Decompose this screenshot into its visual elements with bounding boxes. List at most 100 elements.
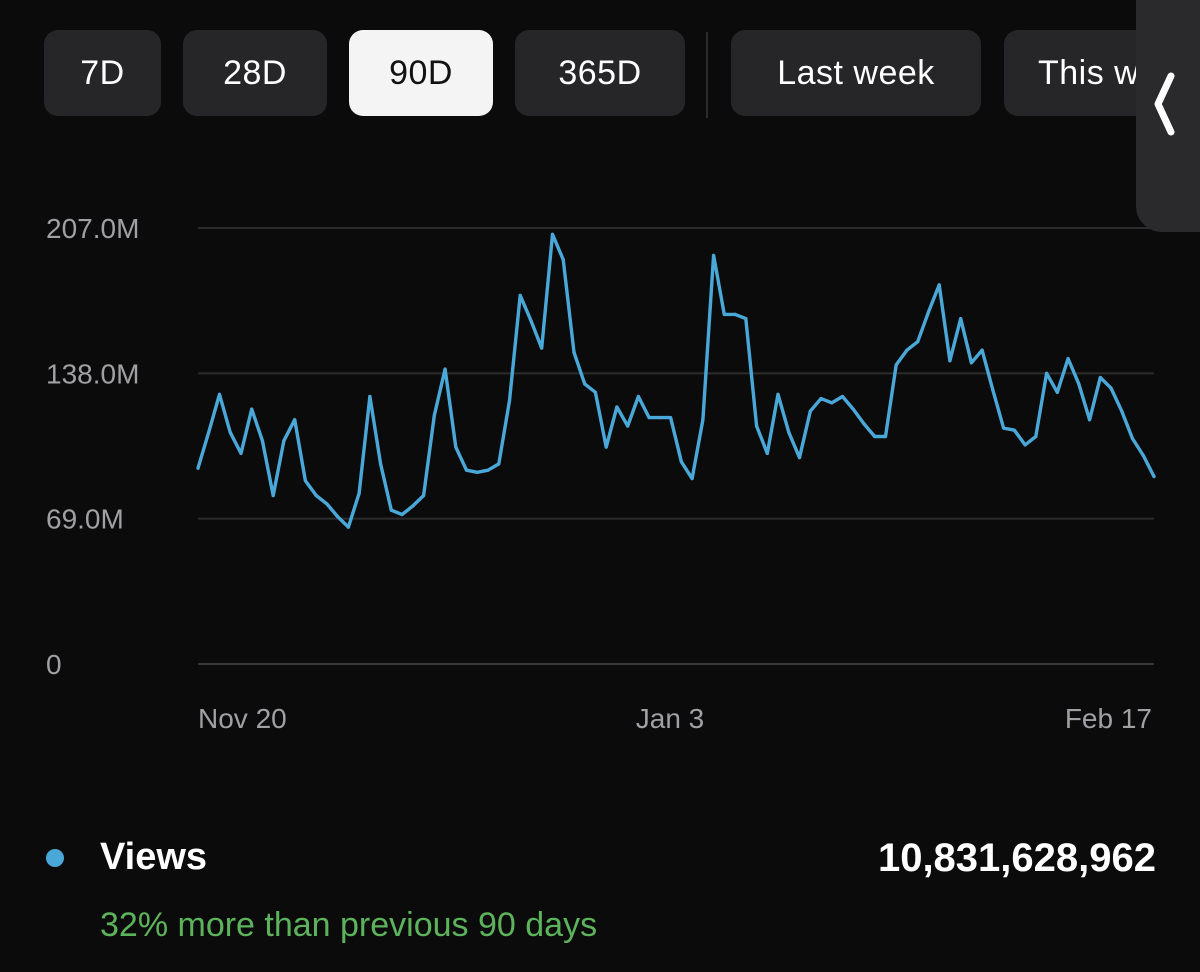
views-data-point (583, 382, 587, 386)
views-data-point (636, 394, 641, 399)
side-panel-handle[interactable] (1136, 0, 1200, 232)
date-range-tabs: 7D 28D 90D 365D Last week This week (0, 28, 1200, 118)
views-data-point (1120, 409, 1124, 413)
views-data-point (1012, 428, 1016, 432)
views-data-point (572, 350, 576, 354)
views-data-point (669, 415, 673, 420)
views-data-point (228, 430, 232, 434)
views-data-point (658, 415, 662, 420)
views-data-point (615, 405, 619, 409)
views-data-point (1044, 371, 1049, 375)
views-data-point (808, 409, 812, 413)
views-data-point (1002, 426, 1006, 430)
views-data-point (475, 470, 479, 474)
views-data-point (604, 445, 608, 449)
views-data-point (851, 407, 855, 411)
views-data-point (959, 316, 963, 321)
views-data-point (314, 493, 318, 498)
views-data-point (540, 346, 544, 350)
views-data-point (432, 413, 436, 418)
views-data-point (1109, 386, 1113, 390)
tab-divider (706, 32, 708, 118)
views-data-point (969, 361, 973, 365)
views-data-point (1152, 474, 1156, 479)
views-data-point (271, 493, 275, 498)
views-data-point (787, 430, 791, 434)
views-data-point (1066, 356, 1070, 361)
views-series-line (196, 232, 1156, 529)
views-data-point (443, 367, 447, 371)
tab-last-week[interactable]: Last week (731, 30, 981, 116)
views-data-point (862, 422, 866, 426)
views-data-point (679, 460, 683, 464)
views-data-point (905, 348, 909, 352)
x-tick-label: Nov 20 (198, 703, 287, 734)
views-data-point (873, 434, 877, 439)
views-data-point (711, 253, 716, 257)
views-data-point (561, 257, 565, 262)
views-data-point (840, 394, 845, 399)
views-data-point (1087, 418, 1092, 422)
chart-gridlines (198, 227, 1154, 665)
views-data-point (733, 312, 737, 316)
tab-7d[interactable]: 7D (44, 30, 161, 116)
y-tick-label: 138.0M (46, 358, 139, 389)
legend-dot (46, 849, 64, 867)
chevron-left-icon (1154, 72, 1175, 136)
views-data-point (701, 418, 705, 422)
x-tick-label: Feb 17 (1065, 703, 1152, 734)
views-data-point (196, 466, 200, 470)
views-data-point (765, 451, 769, 455)
views-data-point (1098, 375, 1102, 380)
views-data-point (647, 415, 651, 420)
views-data-point (529, 319, 533, 323)
views-data-point (421, 493, 426, 498)
views-data-point (303, 479, 308, 483)
y-tick-label: 69.0M (46, 504, 124, 535)
views-data-point (507, 399, 512, 403)
views-data-point (1055, 390, 1059, 394)
views-data-point (293, 418, 297, 422)
metric-value: 10,831,628,962 (877, 836, 1156, 880)
metric-comparison: 32% more than previous 90 days (100, 906, 598, 944)
views-data-point (346, 525, 350, 529)
views-data-point (1077, 382, 1081, 386)
metric-label: Views (100, 836, 208, 878)
views-data-point (260, 439, 265, 443)
views-data-point (722, 312, 726, 316)
views-data-point (797, 455, 802, 460)
views-data-point (357, 491, 361, 495)
views-data-point (1141, 453, 1145, 458)
views-data-point (819, 397, 823, 401)
views-data-point (937, 283, 941, 287)
x-axis-labels: Nov 20 Jan 3 Feb 17 (198, 703, 1152, 734)
views-data-point (389, 508, 393, 512)
views-data-point (991, 388, 995, 392)
x-tick-label: Jan 3 (636, 703, 705, 734)
views-data-point (400, 512, 404, 517)
views-data-point (464, 468, 469, 472)
tab-90d[interactable]: 90D (349, 30, 493, 116)
views-data-point (948, 359, 952, 363)
views-data-point (980, 348, 984, 352)
views-data-point (336, 514, 340, 519)
views-data-point (593, 390, 598, 394)
views-data-point (776, 392, 780, 396)
views-data-point (626, 424, 630, 428)
tab-365d[interactable]: 365D (515, 30, 685, 116)
views-data-point (690, 477, 694, 481)
views-data-point (883, 434, 888, 439)
views-data-point (550, 232, 555, 236)
y-tick-label: 0 (46, 649, 62, 680)
views-data-point (486, 468, 490, 472)
views-data-point (368, 394, 372, 399)
views-data-point (926, 310, 931, 314)
tab-28d[interactable]: 28D (183, 30, 327, 116)
y-tick-label: 207.0M (46, 213, 139, 244)
views-series-points (196, 232, 1156, 529)
views-data-point (1034, 434, 1038, 439)
views-data-point (497, 462, 501, 466)
views-data-point (830, 401, 834, 405)
views-data-point (454, 445, 458, 449)
